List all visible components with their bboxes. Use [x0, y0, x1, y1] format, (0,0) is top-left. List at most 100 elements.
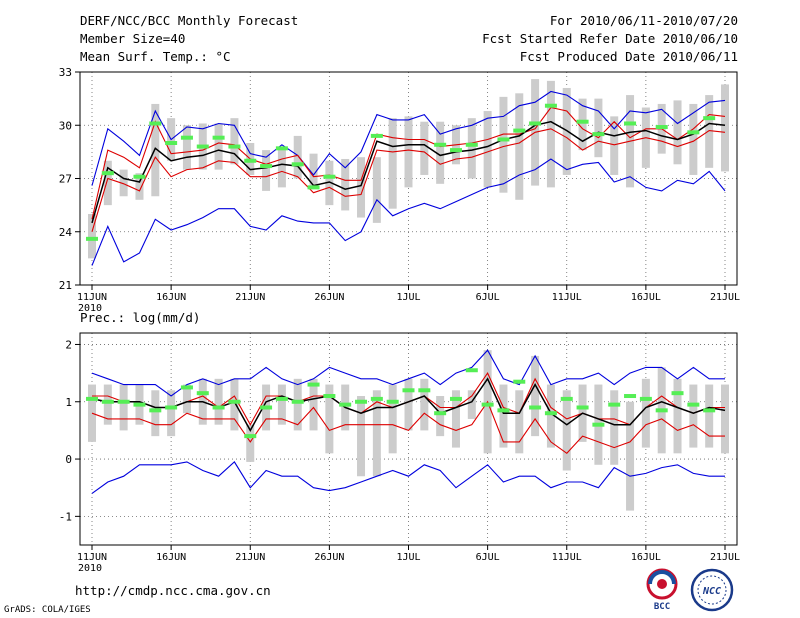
ensemble-box	[483, 111, 492, 188]
x-tick-label: 26JUN	[314, 292, 344, 303]
ensemble-box	[641, 378, 650, 448]
reference-marker	[703, 408, 716, 413]
reference-marker	[291, 162, 304, 167]
ensemble-box	[325, 160, 334, 206]
ensemble-box	[230, 378, 239, 431]
reference-marker	[244, 158, 257, 163]
reference-marker	[291, 399, 304, 404]
reference-marker	[339, 402, 352, 407]
reference-marker	[655, 408, 668, 413]
reference-marker	[434, 142, 447, 147]
prec-gridlines	[80, 333, 737, 545]
ensemble-box	[404, 116, 413, 188]
reference-marker	[465, 368, 478, 373]
reference-marker	[529, 405, 542, 410]
ensemble-box	[341, 158, 350, 211]
reference-marker	[196, 391, 209, 396]
x-tick-label: 21JUL	[710, 552, 740, 563]
y-tick-label: 27	[59, 173, 72, 186]
ensemble-box	[309, 153, 318, 188]
reference-marker	[560, 396, 573, 401]
reference-marker	[639, 396, 652, 401]
ncc-logo: NCC	[690, 568, 734, 612]
ensemble-box	[404, 378, 413, 431]
temp-series-max	[91, 90, 726, 186]
reference-marker	[544, 103, 557, 108]
forecast-produced-date: Fcst Produced Date 2010/06/11	[519, 49, 738, 64]
ensemble-box	[467, 118, 476, 179]
x-tick-label: 16JUN	[156, 552, 186, 563]
temp-series-mean	[91, 120, 726, 224]
temp-series-lower	[91, 128, 726, 232]
ensemble-box	[610, 390, 619, 465]
ensemble-box	[705, 384, 714, 448]
ensemble-box	[388, 118, 397, 209]
reference-marker	[149, 408, 162, 413]
y-tick-label: 30	[59, 119, 72, 132]
reference-marker	[402, 388, 415, 393]
ensemble-box	[277, 384, 286, 425]
reference-marker	[544, 411, 557, 416]
x-tick-label: 21JUL	[710, 292, 740, 303]
footer-url[interactable]: http://cmdp.ncc.cma.gov.cn	[75, 583, 271, 598]
bcc-logo: BCC	[646, 568, 678, 611]
ensemble-box	[721, 84, 729, 172]
x-tick-label: 21JUN	[235, 292, 265, 303]
x-tick-label: 6JUL	[476, 552, 500, 563]
prec-panel-title: Prec.: log(mm/d)	[80, 310, 200, 325]
reference-marker	[228, 399, 241, 404]
y-tick-label: 2	[65, 338, 72, 351]
ensemble-box	[325, 384, 334, 454]
prec-series-lower	[91, 400, 725, 455]
reference-marker	[165, 141, 178, 145]
reference-marker	[165, 405, 178, 410]
ensemble-box	[309, 378, 318, 431]
ensemble-box	[372, 390, 381, 477]
reference-marker	[592, 422, 605, 427]
reference-marker	[655, 125, 668, 130]
reference-marker	[370, 396, 383, 401]
x-tick-label: 16JUL	[631, 292, 661, 303]
y-tick-label: 1	[65, 396, 72, 409]
ensemble-box	[420, 378, 429, 431]
reference-marker	[497, 408, 510, 413]
reference-marker	[307, 185, 320, 190]
reference-marker	[133, 402, 146, 407]
temp-panel: 21 24 27 30 33 11JUN 16JUN 21JUN 26JUN 1JUL 6JUL 11…	[59, 66, 740, 314]
reference-marker	[513, 128, 526, 133]
x-tick-label: 16JUL	[631, 552, 661, 563]
reference-marker	[449, 148, 462, 153]
x-tick-label: 1JUL	[396, 552, 420, 563]
ensemble-box	[214, 378, 223, 425]
ensemble-box	[705, 95, 714, 168]
x-year-label: 2010	[78, 303, 102, 314]
reference-marker	[624, 394, 637, 399]
reference-marker	[687, 130, 700, 135]
x-year-label: 2010	[78, 563, 102, 574]
reference-marker	[260, 164, 273, 169]
x-tick-label: 11JUN	[77, 552, 107, 563]
ensemble-box	[436, 121, 445, 184]
grads-credit: GrADS: COLA/IGES	[4, 605, 91, 615]
ensemble-box	[562, 390, 571, 471]
ensemble-box	[151, 390, 160, 437]
reference-marker	[260, 405, 273, 410]
reference-marker	[576, 119, 589, 124]
prec-panel: -1 0 1 2 11JUN 16JUN 21JUN 26JUN 1JUL 6JUL 11JUL 16…	[59, 332, 740, 574]
ensemble-box	[531, 355, 540, 437]
ensemble-box	[103, 384, 112, 425]
reference-marker	[101, 399, 114, 404]
ensemble-box	[388, 384, 397, 454]
ncc-logo-text: NCC	[702, 586, 721, 597]
ensemble-box	[293, 135, 302, 179]
ensemble-box	[167, 390, 176, 437]
reference-marker	[323, 174, 336, 179]
reference-marker	[497, 137, 510, 142]
ensemble-box	[515, 93, 524, 200]
ensemble-box	[214, 123, 223, 170]
ensemble-box	[689, 103, 698, 175]
ensemble-box	[135, 173, 144, 200]
ensemble-box	[277, 146, 286, 188]
x-tick-label: 11JUL	[552, 552, 582, 563]
